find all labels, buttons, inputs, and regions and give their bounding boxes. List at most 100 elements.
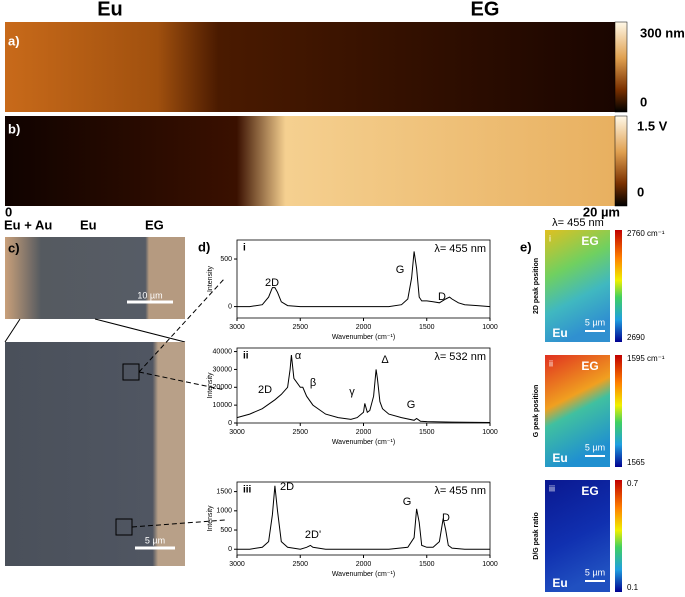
scale-text: 5 µm (585, 442, 605, 452)
map-min: 2690 (627, 333, 645, 342)
panel-label: a) (8, 33, 20, 48)
peak-label: α (295, 350, 302, 362)
y-tick-label: 0 (228, 546, 232, 553)
map-max: 0.7 (627, 479, 639, 488)
x-tick-label: 3000 (229, 429, 245, 436)
x-tick-label: 1500 (419, 429, 435, 436)
peak-label: D (438, 291, 446, 303)
y-tick-label: 1000 (216, 508, 232, 515)
x-tick-label: 2000 (356, 561, 372, 568)
x-tick-label: 1000 (482, 561, 498, 568)
map-region: EG (581, 234, 598, 248)
header-left: Eu (97, 0, 123, 20)
chart-subtitle: λ= 455 nm (434, 485, 486, 497)
y-tick-label: 0 (228, 303, 232, 310)
map-region: Eu (552, 326, 567, 340)
map-min: 0.1 (627, 583, 639, 592)
y-tick-label: 20000 (213, 384, 233, 391)
peak-label: G (407, 399, 416, 411)
y-axis-label: Intensity (207, 372, 214, 399)
raman-map (545, 355, 610, 467)
chart-subtitle: λ= 532 nm (434, 351, 486, 363)
peak-label: β (310, 377, 316, 389)
x-tick-label: 1000 (482, 429, 498, 436)
y-tick-label: 500 (220, 256, 232, 263)
micrograph (5, 342, 185, 566)
colorbar (614, 21, 628, 113)
panel-label: d) (198, 239, 210, 254)
y-tick-label: 0 (228, 420, 232, 427)
panel-label: e) (520, 239, 532, 254)
region: Eu + Au (4, 217, 52, 232)
colorbar (615, 480, 622, 592)
raman-map (545, 230, 610, 342)
x-tick-label: 3000 (229, 324, 245, 331)
kpfm-image (5, 116, 615, 206)
scale-max: 300 nm (640, 25, 685, 40)
raman-map (545, 480, 610, 592)
colorbar (615, 355, 622, 467)
axis-end: 20 µm (583, 204, 620, 219)
peak-label: 2D (280, 481, 294, 493)
scale-min: 0 (640, 94, 647, 109)
map-quantity: D/G peak ratio (533, 512, 540, 559)
map-region: EG (581, 359, 598, 373)
scale-text: 10 µm (137, 290, 162, 300)
x-tick-label: 2500 (292, 429, 308, 436)
map-min: 1565 (627, 458, 645, 467)
link-line (138, 277, 226, 373)
scale-text: 5 µm (585, 317, 605, 327)
zoom-line (4, 318, 21, 343)
peak-label: G (396, 264, 405, 276)
scale-max: 1.5 V (637, 118, 668, 133)
x-axis-label: Wavenumber (cm⁻¹) (332, 571, 395, 578)
x-tick-label: 2000 (356, 429, 372, 436)
peak-label: 2D (258, 384, 272, 396)
y-tick-label: 1500 (216, 488, 232, 495)
map-index: ii (549, 358, 553, 368)
maps: i EG Eu 5 µm 2D peak position 2760 cm⁻¹ 2690 ii… (533, 229, 665, 592)
peak-label: 2D' (305, 529, 321, 541)
x-tick-label: 2000 (356, 324, 372, 331)
map-index: i (549, 233, 551, 243)
y-tick-label: 500 (220, 527, 232, 534)
scale-min: 0 (637, 184, 644, 199)
peak-label: G (403, 496, 412, 508)
map-region: EG (581, 484, 598, 498)
peak-label: Δ (381, 354, 389, 366)
region: EG (145, 217, 164, 232)
y-axis-label: Intensity (207, 505, 214, 532)
x-tick-label: 1500 (419, 324, 435, 331)
colorbar (614, 115, 628, 207)
x-tick-label: 1500 (419, 561, 435, 568)
scale-text: 5 µm (585, 567, 605, 577)
chart-title: iii (243, 485, 252, 496)
wavelength: λ= 455 nm (552, 217, 604, 229)
panel-label: c) (8, 240, 20, 255)
map-max: 1595 cm⁻¹ (627, 354, 665, 363)
map-max: 2760 cm⁻¹ (627, 229, 665, 238)
micrograph (5, 237, 185, 319)
zoom-line (94, 318, 186, 343)
region: Eu (80, 217, 97, 232)
spectrum-line (237, 485, 490, 550)
spectrum-line (237, 251, 491, 308)
map-region: Eu (552, 451, 567, 465)
peak-label: γ (349, 386, 355, 398)
chart-title: i (243, 243, 246, 254)
map-index: iii (549, 483, 555, 493)
y-tick-label: 30000 (213, 366, 233, 373)
x-tick-label: 3000 (229, 561, 245, 568)
link-line (138, 371, 226, 391)
map-quantity: G peak position (533, 385, 540, 438)
chart-subtitle: λ= 455 nm (434, 243, 486, 255)
y-axis-label: Intensity (207, 265, 214, 292)
header-right: EG (471, 0, 500, 20)
y-tick-label: 40000 (213, 348, 233, 355)
y-tick-label: 10000 (213, 402, 233, 409)
x-axis-label: Wavenumber (cm⁻¹) (332, 334, 395, 341)
map-quantity: 2D peak position (533, 258, 540, 314)
peak-label: D (442, 512, 450, 524)
